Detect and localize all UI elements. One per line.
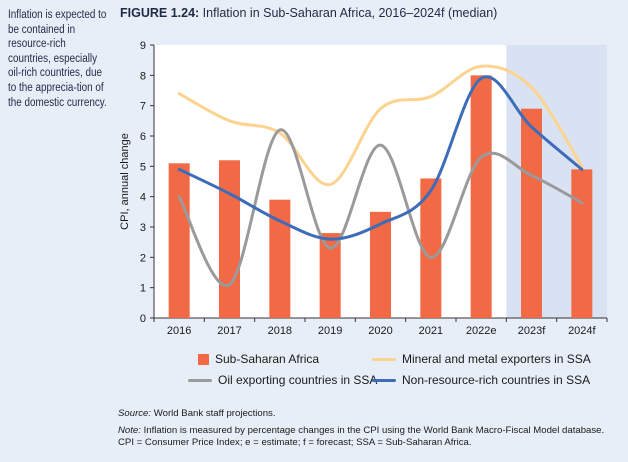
legend-swatch-nonresource [372,378,396,382]
figure-title: FIGURE 1.24: Inflation in Sub-Saharan Af… [120,6,497,20]
y-tick-label: 3 [140,222,146,234]
x-tick-label: 2022e [466,325,497,337]
x-tick-label: 2023f [518,325,546,337]
line-mineral-exporters [177,64,584,187]
line-non-resource-rich [177,75,584,241]
line-oil-exporters [177,128,584,288]
legend-swatch-mineral [372,357,396,361]
bar [219,160,240,318]
figure-title-text: Inflation in Sub-Saharan Africa, 2016–20… [202,6,498,20]
x-tick-label: 2018 [268,325,292,337]
legend-swatch-ssa [198,353,209,365]
bar [319,233,341,318]
y-tick-label: 4 [140,192,146,204]
legend-label-nonresource: Non-resource-rich countries in SSA [402,373,591,387]
y-tick-label: 5 [140,161,146,173]
x-tick-label: 2017 [217,325,241,337]
legend-label-oil: Oil exporting countries in SSA [218,373,378,387]
x-tick-label: 2021 [419,325,443,337]
bar [571,169,593,318]
y-tick-label: 9 [140,40,146,52]
legend-item-nonresource: Non-resource-rich countries in SSA [372,373,590,387]
x-tick-label: 2020 [368,325,392,337]
legend-label-ssa: Sub-Saharan Africa [215,352,320,366]
y-tick-label: 0 [140,313,146,325]
y-tick-label: 6 [140,131,146,143]
bar [470,75,492,318]
y-tick-label: 7 [140,101,146,113]
bar [420,178,442,318]
x-tick-label: 2024f [568,325,596,337]
y-axis-label: CPI, annual change [119,133,131,230]
legend-swatch-oil [188,378,212,382]
x-tick-label: 2016 [167,325,191,337]
figure-label: FIGURE 1.24: [120,6,200,20]
bar [521,108,542,318]
bar [269,199,291,318]
legend-label-mineral: Mineral and metal exporters in SSA [402,352,591,366]
y-tick-label: 2 [140,252,146,264]
legend-item-oil: Oil exporting countries in SSA [188,373,377,387]
note-label: Note: [118,425,141,436]
chart-note: Note: Inflation is measured by percentag… [118,425,618,449]
bar [370,211,391,318]
source-note: Source: World Bank staff projections. [118,408,276,420]
side-note: Inflation is expected to be contained in… [8,9,107,109]
legend-item-mineral: Mineral and metal exporters in SSA [372,352,591,366]
x-tick-label: 2019 [318,325,342,337]
y-tick-label: 1 [140,283,146,295]
y-tick-label: 8 [140,70,146,82]
source-text: World Bank staff projections. [153,408,276,419]
bar [168,163,190,318]
source-label: Source: [118,408,152,419]
legend-item-ssa: Sub-Saharan Africa [198,352,319,366]
note-text: Inflation is measured by percentage chan… [118,425,605,448]
